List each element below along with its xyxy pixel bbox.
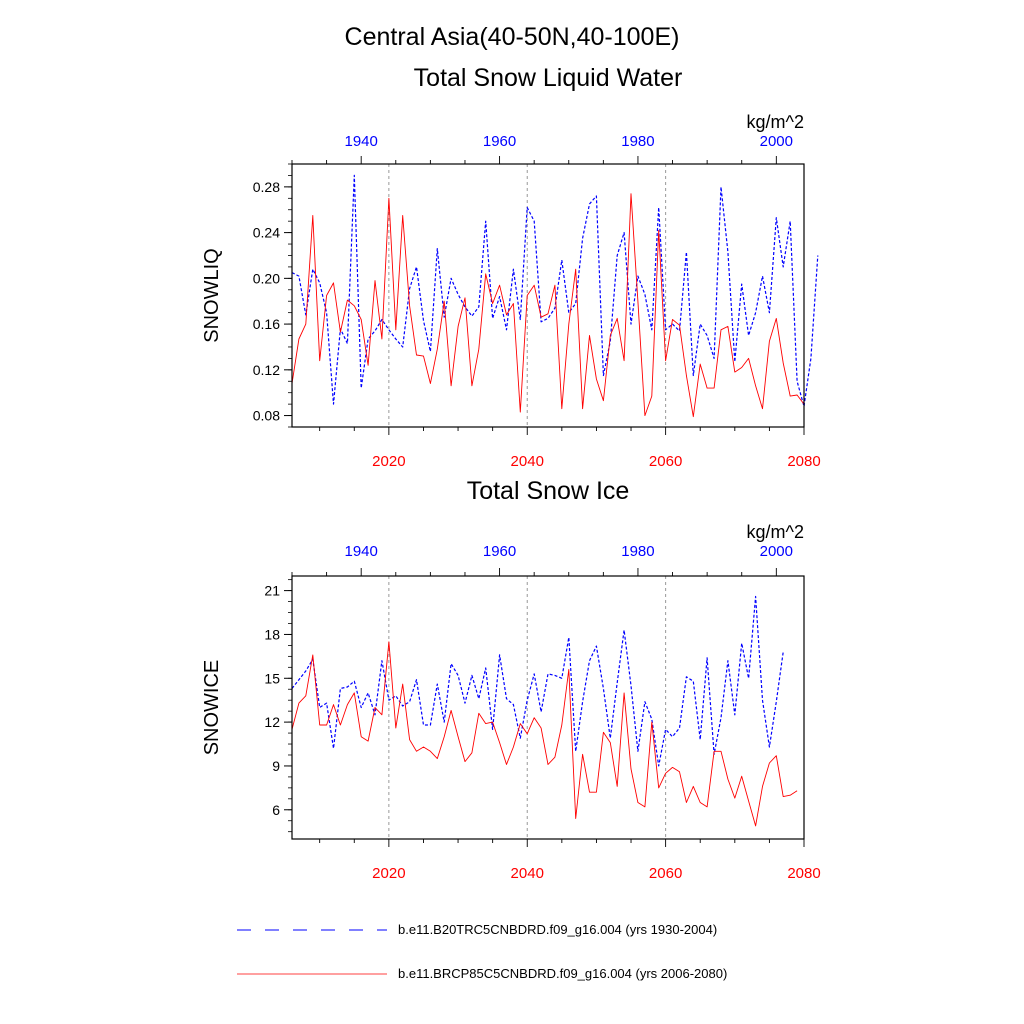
y-tick-label: 9 <box>272 758 280 774</box>
panel-title: Total Snow Ice <box>467 477 630 505</box>
units-label: kg/m^2 <box>747 112 804 132</box>
y-axis-label: SNOWICE <box>201 660 223 756</box>
x-top-tick-label: 1980 <box>621 543 654 560</box>
units-label: kg/m^2 <box>747 522 804 542</box>
legend-historical-label: b.e11.B20TRC5CNBDRD.f09_g16.004 (yrs 193… <box>398 922 717 937</box>
snowliq-panel: Total Snow Liquid Water kg/m^2 0.08 0.12 0.1… <box>201 64 821 470</box>
y-axis-label: SNOWLIQ <box>201 248 223 342</box>
x-bottom-tick-label: 2060 <box>649 865 682 882</box>
snowice-panel: Total Snow Ice kg/m^2 6 9 12 15 18 21 2020 2040 20… <box>201 477 821 882</box>
x-top-tick-label: 1960 <box>483 543 516 560</box>
y-tick-label: 12 <box>264 714 280 730</box>
y-tick-label: 0.08 <box>253 408 280 424</box>
y-tick-label: 0.16 <box>253 316 280 332</box>
x-top-tick-label: 2000 <box>760 543 793 560</box>
x-top-tick-label: 2000 <box>760 133 793 150</box>
historical-series-line <box>291 174 819 407</box>
future-series-line <box>291 193 805 418</box>
x-bottom-tick-label: 2020 <box>372 865 405 882</box>
plot-frame <box>291 575 805 840</box>
y-tick-label: 0.24 <box>253 225 280 241</box>
y-tick-label: 6 <box>272 802 280 818</box>
x-top-tick-label: 1960 <box>483 133 516 150</box>
panel-title: Total Snow Liquid Water <box>414 64 683 92</box>
x-top-tick-label: 1980 <box>621 133 654 150</box>
x-top-tick-label: 1940 <box>345 543 378 560</box>
y-tick-label: 0.20 <box>253 270 280 286</box>
x-bottom-tick-label: 2060 <box>649 453 682 470</box>
legend-future-label: b.e11.BRCP85C5CNBDRD.f09_g16.004 (yrs 20… <box>398 966 727 981</box>
y-tick-label: 0.12 <box>253 362 280 378</box>
legend: b.e11.B20TRC5CNBDRD.f09_g16.004 (yrs 193… <box>237 922 727 981</box>
plot-frame <box>291 163 805 428</box>
future-series-line <box>291 641 798 827</box>
x-bottom-tick-label: 2020 <box>372 453 405 470</box>
x-bottom-tick-label: 2080 <box>787 865 820 882</box>
x-bottom-tick-label: 2040 <box>511 453 544 470</box>
y-tick-label: 15 <box>264 670 280 686</box>
x-bottom-tick-label: 2080 <box>787 453 820 470</box>
y-tick-label: 0.28 <box>253 179 280 195</box>
x-top-tick-label: 1940 <box>345 133 378 150</box>
x-bottom-tick-label: 2040 <box>511 865 544 882</box>
historical-series-line <box>291 595 784 767</box>
y-tick-label: 21 <box>264 583 280 599</box>
figure-title: Central Asia(40-50N,40-100E) <box>345 23 680 51</box>
y-tick-label: 18 <box>264 626 280 642</box>
